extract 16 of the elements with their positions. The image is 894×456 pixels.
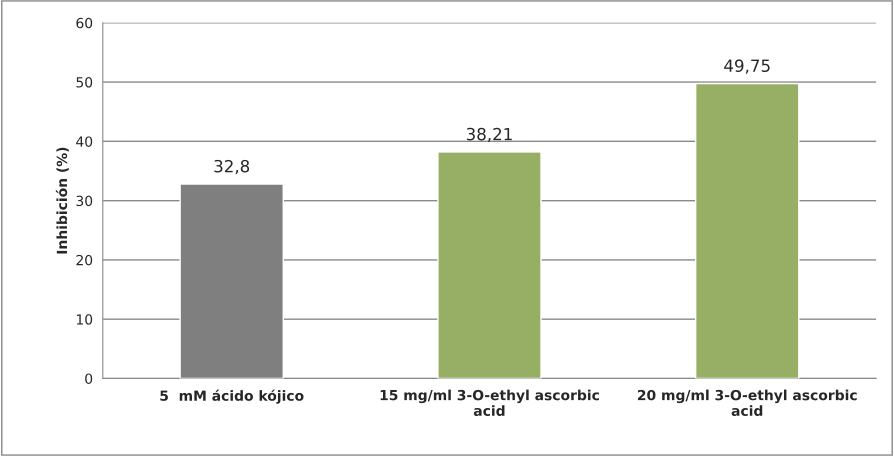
data-label: 49,75 <box>724 59 770 74</box>
data-label: 32,8 <box>214 160 250 174</box>
y-tick-label: 0 <box>85 373 92 384</box>
y-axis-title: Inhibición (%) <box>56 148 69 254</box>
y-tick-label: 60 <box>76 18 92 28</box>
y-tick-label: 40 <box>76 136 92 147</box>
y-tick-label: 30 <box>76 196 92 206</box>
data-label: 38,21 <box>466 128 512 142</box>
x-tick-label: 15 mg/ml 3-O-ethyl ascorbic acid <box>380 390 599 416</box>
y-tick-label: 50 <box>76 77 92 88</box>
x-tick-label: 5 mM ácido kójico <box>160 390 304 404</box>
y-tick-label: 10 <box>76 314 92 325</box>
bar <box>437 151 542 378</box>
x-tick-label: 20 mg/ml 3-O-ethyl ascorbic acid <box>638 390 857 416</box>
y-tick-label: 20 <box>76 254 92 266</box>
bar <box>694 82 800 378</box>
